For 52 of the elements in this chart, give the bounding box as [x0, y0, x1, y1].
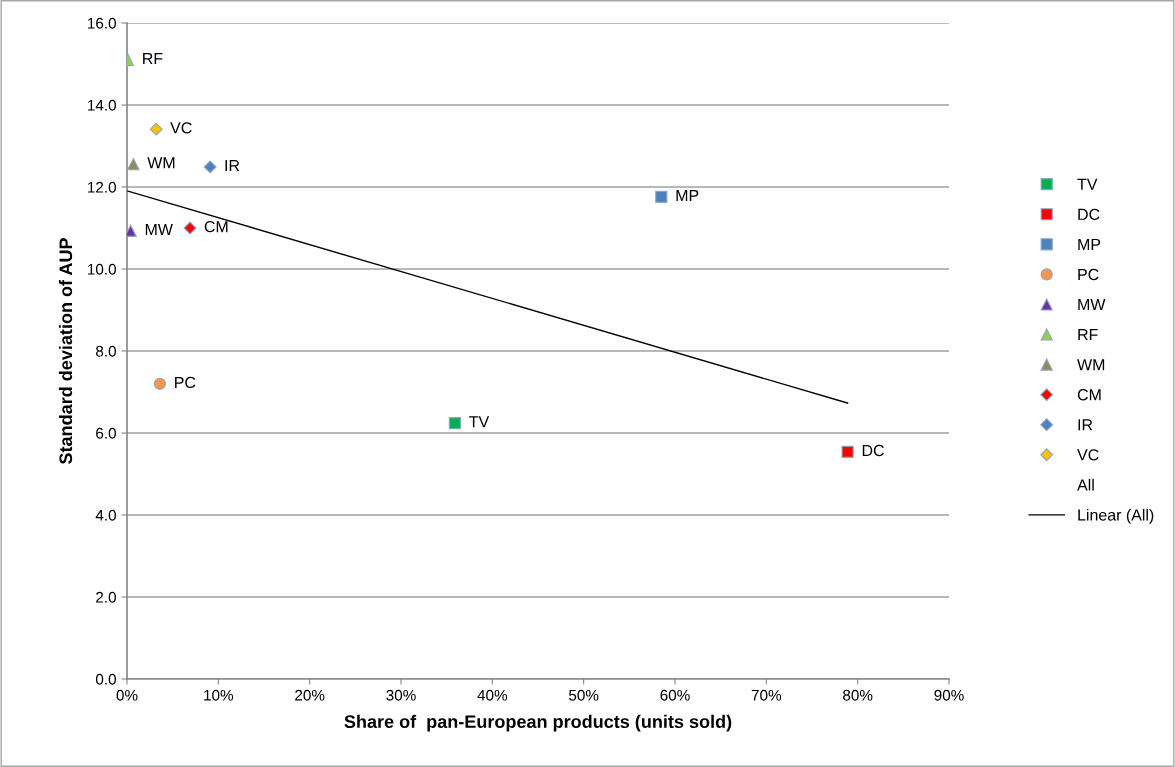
legend-label: CM: [1077, 389, 1101, 401]
x-tick-label: 20%: [295, 689, 325, 701]
y-tick-label: 8.0: [96, 345, 116, 357]
text: MP: [676, 189, 699, 201]
point: [127, 157, 140, 171]
point: [655, 190, 668, 203]
x-tick-label: 90%: [934, 689, 964, 701]
y-tick-label: 0.0: [95, 673, 116, 685]
legend-label: PC: [1078, 268, 1099, 281]
text: TV: [469, 416, 490, 428]
y-axis-title: Standard deviation of AUP: [58, 238, 73, 464]
y-tick-label: 14.0: [88, 99, 116, 111]
x-tick-label: 40%: [477, 689, 508, 701]
point: [127, 224, 137, 237]
point: [183, 221, 197, 235]
point: [841, 445, 854, 458]
point: [153, 377, 166, 390]
text: WM: [147, 157, 175, 169]
x-tick-label: 10%: [204, 689, 234, 701]
legend-label: TV: [1077, 178, 1098, 190]
y-tick-label: 10.0: [88, 263, 116, 275]
legend-label: MP: [1078, 238, 1101, 250]
y-tick-label: 2.0: [96, 591, 116, 603]
x-axis-title: Share of pan-European products (units sold): [344, 714, 732, 732]
x-tick-label: 50%: [568, 689, 599, 701]
y-tick-label: 16.0: [88, 17, 116, 29]
y-tick-label: 12.0: [88, 181, 116, 193]
legend-label: IR: [1078, 419, 1093, 431]
y-tick-label: 6.0: [96, 427, 116, 439]
text: MW: [145, 224, 173, 235]
text: IR: [225, 160, 240, 172]
text: PC: [175, 376, 196, 389]
point: [149, 122, 163, 136]
text: VC: [170, 122, 192, 134]
x-tick-label: 60%: [660, 689, 690, 701]
y-tick-label: 4.0: [95, 509, 116, 521]
x-tick-label: 70%: [751, 689, 782, 701]
text: All: [1077, 478, 1094, 491]
legend-label: VC: [1077, 449, 1099, 461]
x-tick-label: 0%: [116, 689, 138, 701]
x-tick-label: 80%: [843, 689, 873, 701]
text: CM: [204, 220, 228, 233]
x-tick-label: 30%: [386, 689, 416, 701]
legend-label: WM: [1077, 359, 1105, 371]
legend-label: RF: [1078, 329, 1098, 341]
legend-label: Linear (All): [1078, 508, 1154, 524]
legend-label: MW: [1078, 299, 1106, 311]
text: DC: [862, 444, 884, 457]
legend-label: DC: [1078, 208, 1100, 221]
point: [203, 160, 217, 174]
text: RF: [143, 53, 163, 65]
point: [448, 417, 461, 430]
